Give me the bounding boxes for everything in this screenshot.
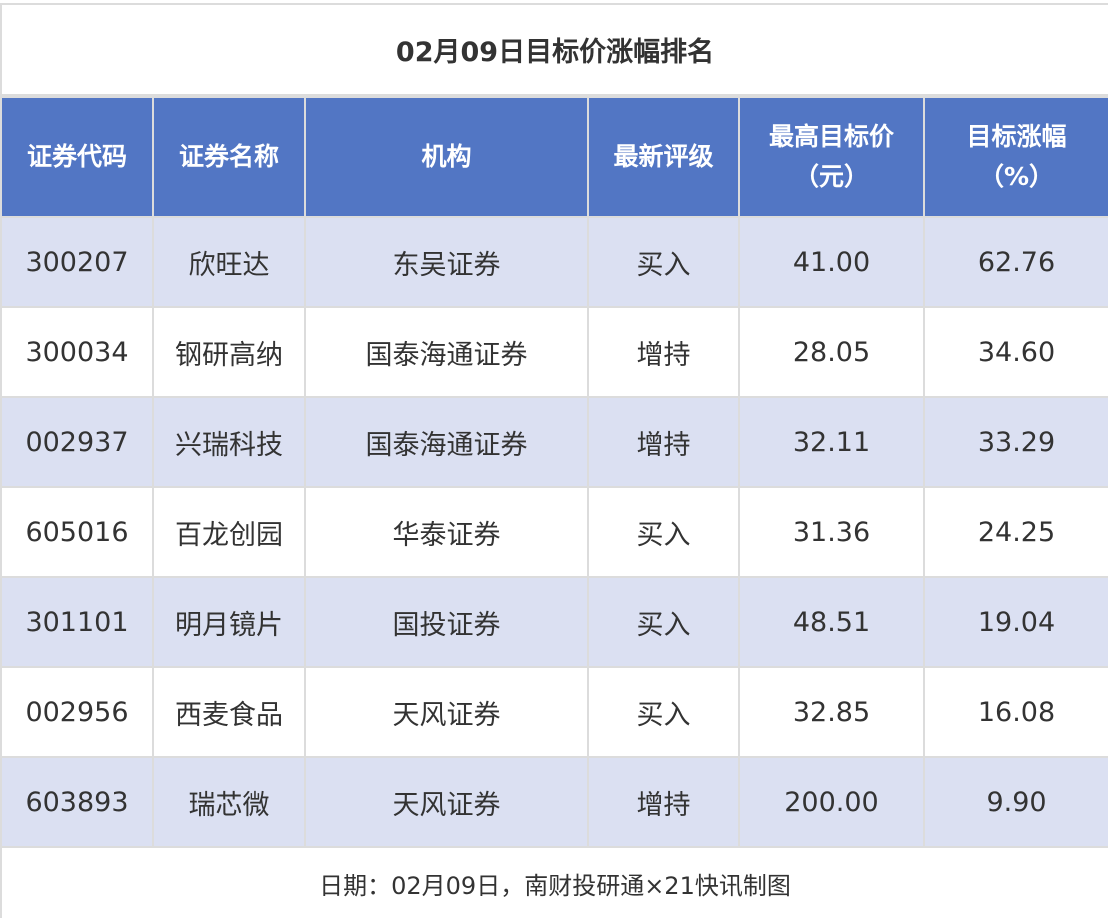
cell-code: 002937	[2, 396, 154, 488]
cell-max-target-price: 32.85	[738, 666, 925, 758]
cell-name: 欣旺达	[152, 216, 306, 308]
cell-code: 301101	[2, 576, 154, 668]
column-header-institution: 机构	[304, 96, 589, 218]
cell-target-upside: 34.60	[923, 306, 1108, 398]
table-row: 002956 西麦食品 天风证券 买入 32.85 16.08	[2, 666, 1108, 758]
cell-max-target-price: 41.00	[738, 216, 925, 308]
cell-max-target-price: 48.51	[738, 576, 925, 668]
cell-target-upside: 9.90	[923, 756, 1108, 848]
table-row: 301101 明月镜片 国投证券 买入 48.51 19.04	[2, 576, 1108, 668]
column-header-max-target-price: 最高目标价 （元）	[738, 96, 925, 218]
cell-max-target-price: 32.11	[738, 396, 925, 488]
cell-code: 002956	[2, 666, 154, 758]
cell-rating: 买入	[587, 486, 740, 578]
cell-institution: 国投证券	[304, 576, 589, 668]
column-header-target-upside: 目标涨幅 （%）	[923, 96, 1108, 218]
column-header-name: 证券名称	[152, 96, 306, 218]
column-header-rating: 最新评级	[587, 96, 740, 218]
cell-name: 明月镜片	[152, 576, 306, 668]
ranking-table: 证券代码 证券名称 机构 最新评级 最高目标价 （元） 目标涨幅 （%） 300207 欣旺…	[2, 96, 1108, 848]
table-row: 300034 钢研高纳 国泰海通证券 增持 28.05 34.60	[2, 306, 1108, 398]
cell-institution: 华泰证券	[304, 486, 589, 578]
footer-note: 日期：02月09日，南财投研通×21快讯制图	[319, 871, 791, 900]
cell-name: 钢研高纳	[152, 306, 306, 398]
cell-institution: 天风证券	[304, 756, 589, 848]
cell-institution: 天风证券	[304, 666, 589, 758]
cell-target-upside: 24.25	[923, 486, 1108, 578]
cell-rating: 增持	[587, 306, 740, 398]
cell-target-upside: 16.08	[923, 666, 1108, 758]
cell-rating: 增持	[587, 756, 740, 848]
header-row: 证券代码 证券名称 机构 最新评级 最高目标价 （元） 目标涨幅 （%）	[2, 96, 1108, 218]
table-row: 002937 兴瑞科技 国泰海通证券 增持 32.11 33.29	[2, 396, 1108, 488]
cell-max-target-price: 200.00	[738, 756, 925, 848]
cell-max-target-price: 31.36	[738, 486, 925, 578]
cell-name: 西麦食品	[152, 666, 306, 758]
cell-rating: 买入	[587, 216, 740, 308]
cell-rating: 买入	[587, 576, 740, 668]
cell-target-upside: 33.29	[923, 396, 1108, 488]
cell-institution: 国泰海通证券	[304, 306, 589, 398]
cell-name: 百龙创园	[152, 486, 306, 578]
cell-max-target-price: 28.05	[738, 306, 925, 398]
cell-name: 兴瑞科技	[152, 396, 306, 488]
table-row: 603893 瑞芯微 天风证券 增持 200.00 9.90	[2, 756, 1108, 848]
cell-code: 605016	[2, 486, 154, 578]
cell-rating: 买入	[587, 666, 740, 758]
table-row: 605016 百龙创园 华泰证券 买入 31.36 24.25	[2, 486, 1108, 578]
cell-target-upside: 19.04	[923, 576, 1108, 668]
cell-name: 瑞芯微	[152, 756, 306, 848]
table-title: 02月09日目标价涨幅排名	[2, 5, 1108, 96]
cell-institution: 东吴证券	[304, 216, 589, 308]
cell-institution: 国泰海通证券	[304, 396, 589, 488]
cell-code: 300034	[2, 306, 154, 398]
cell-rating: 增持	[587, 396, 740, 488]
cell-target-upside: 62.76	[923, 216, 1108, 308]
cell-code: 300207	[2, 216, 154, 308]
table-row: 300207 欣旺达 东吴证券 买入 41.00 62.76	[2, 216, 1108, 308]
ranking-table-card: 02月09日目标价涨幅排名 证券代码 证券名称 机构 最新评级 最高目标价 （元） 目标涨…	[0, 3, 1108, 918]
cell-code: 603893	[2, 756, 154, 848]
column-header-code: 证券代码	[2, 96, 154, 218]
